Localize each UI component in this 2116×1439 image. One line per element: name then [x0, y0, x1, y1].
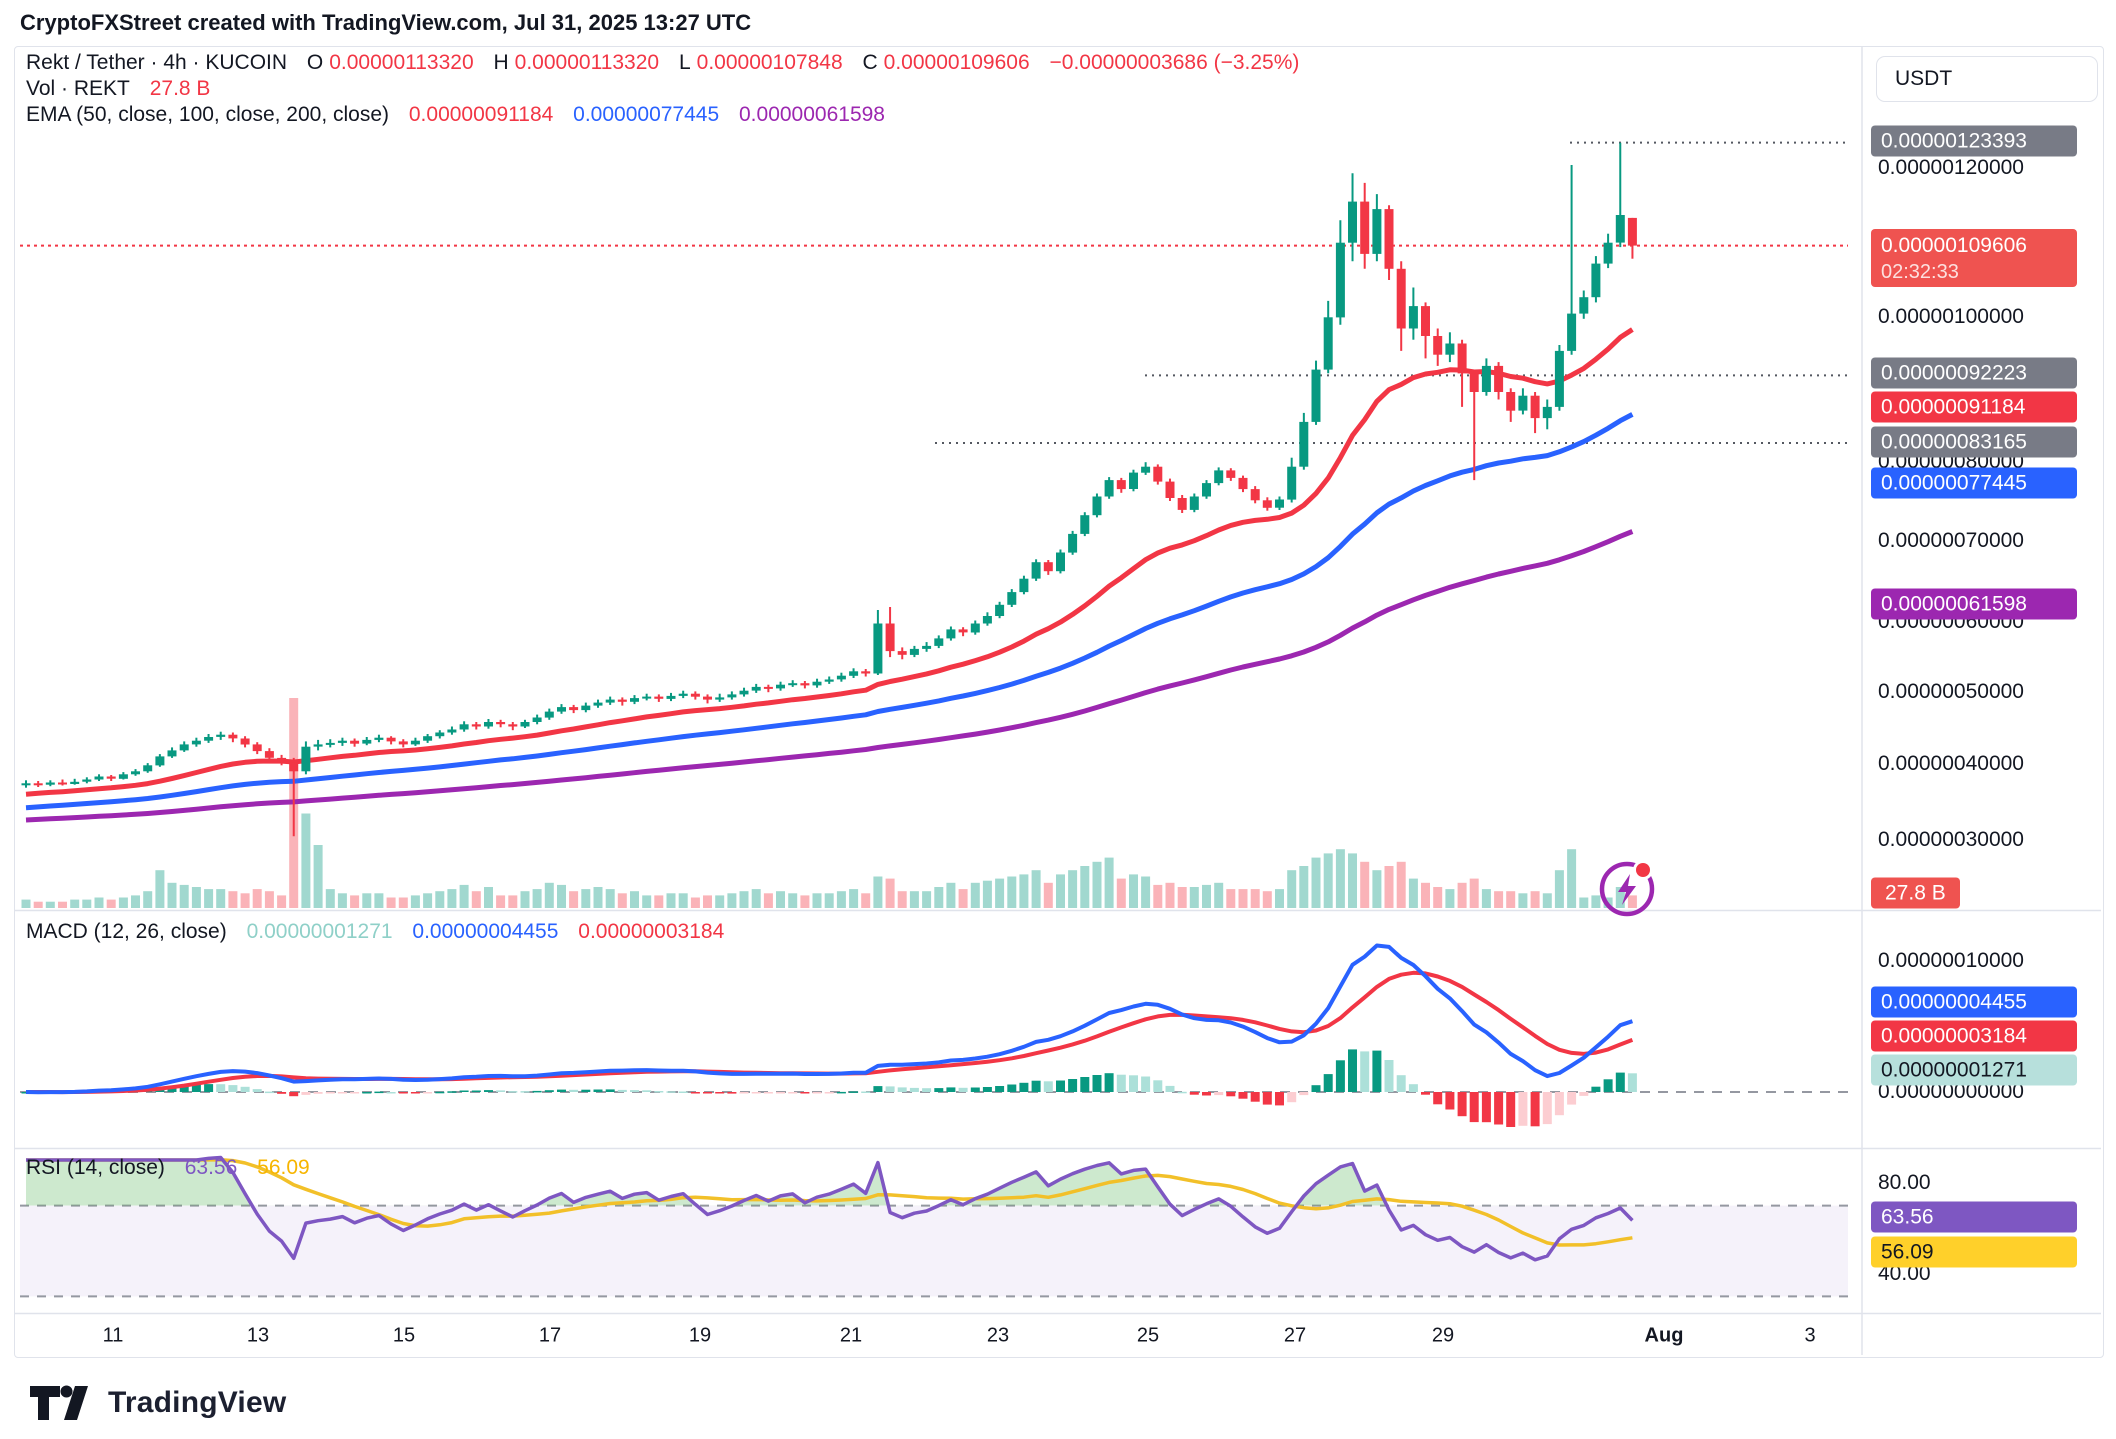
rsi-value: 63.56	[184, 1156, 238, 1179]
rsi-label: RSI (14, close)	[26, 1156, 165, 1179]
time-axis-label: 17	[538, 1324, 562, 1347]
time-axis-label: 13	[246, 1324, 270, 1347]
volume-label: Vol · REKT	[26, 77, 130, 100]
lightning-bolt	[1618, 874, 1636, 905]
price-axis-badge: 0.00000092223	[1871, 357, 2077, 389]
price-axis-badge: 56.09	[1871, 1236, 2077, 1268]
price-axis-label: 80.00	[1878, 1171, 1931, 1194]
price-axis-badge: 63.56	[1871, 1201, 2077, 1233]
tradingview-logo-icon[interactable]	[28, 1382, 92, 1424]
symbol-name: Rekt / Tether · 4h · KUCOIN	[26, 51, 288, 74]
price-axis-badge: 0.00000061598	[1871, 588, 2077, 620]
volume-legend[interactable]: Vol · REKT 27.8 B	[26, 77, 216, 101]
rsi-ma-value: 56.09	[257, 1156, 310, 1179]
price-axis-badge: 27.8 B	[1871, 877, 1960, 909]
macd-label: MACD (12, 26, close)	[26, 920, 227, 943]
ema200-value: 0.00000061598	[739, 103, 885, 126]
macd-legend[interactable]: MACD (12, 26, close) 0.00000001271 0.000…	[26, 920, 730, 944]
bar-countdown: 02:32:33	[1881, 261, 1959, 283]
price-axis-badge: 0.00000077445	[1871, 467, 2077, 499]
price-axis-label: 0.00000030000	[1878, 828, 2024, 851]
change-value: −0.00000003686 (−3.25%)	[1049, 51, 1300, 74]
volume-value: 27.8 B	[149, 77, 211, 100]
time-axis-label: 11	[102, 1324, 124, 1347]
close-label: C	[862, 51, 878, 74]
time-axis-label: 3	[1804, 1324, 1816, 1347]
low-label: L	[678, 51, 691, 74]
high-label: H	[493, 51, 509, 74]
lightning-icon[interactable]	[1596, 856, 1662, 922]
time-axis-label: 21	[839, 1324, 863, 1347]
symbol-legend[interactable]: Rekt / Tether · 4h · KUCOIN O 0.000001133…	[26, 51, 1305, 75]
rsi-legend[interactable]: RSI (14, close) 63.56 56.09	[26, 1156, 316, 1180]
price-axis-badge: 0.00000003184	[1871, 1020, 2077, 1052]
time-axis-label: 23	[986, 1324, 1010, 1347]
macd-hist-value: 0.00000001271	[246, 920, 393, 943]
price-axis-badge: 0.00000001271	[1871, 1054, 2077, 1086]
time-axis-label: 29	[1431, 1324, 1455, 1347]
price-axis-badge: 0.00000109606 02:32:33	[1871, 229, 2077, 287]
price-axis-label: 0.00000120000	[1878, 156, 2024, 179]
price-axis-label: 0.00000010000	[1878, 949, 2024, 972]
price-axis-badge: 0.00000083165	[1871, 426, 2077, 458]
ema100-value: 0.00000077445	[573, 103, 720, 126]
price-axis-label: 0.00000040000	[1878, 752, 2024, 775]
price-axis-label: 0.00000050000	[1878, 680, 2024, 703]
ema-label: EMA (50, close, 100, close, 200, close)	[26, 103, 390, 126]
ema50-value: 0.00000091184	[408, 103, 554, 126]
price-axis-badge: 0.00000004455	[1871, 986, 2077, 1018]
high-value: 0.00000113320	[514, 51, 660, 74]
lightning-circle	[1599, 861, 1655, 917]
notification-dot	[1636, 863, 1650, 877]
time-axis-label: 19	[688, 1324, 712, 1347]
time-axis-label: 25	[1136, 1324, 1160, 1347]
low-value: 0.00000107848	[696, 51, 843, 74]
price-axis-badge: 0.00000091184	[1871, 391, 2077, 423]
price-axis-badge: 0.00000123393	[1871, 125, 2077, 157]
open-value: 0.00000113320	[329, 51, 474, 74]
ema-legend[interactable]: EMA (50, close, 100, close, 200, close) …	[26, 103, 891, 127]
open-label: O	[306, 51, 324, 74]
close-value: 0.00000109606	[883, 51, 1030, 74]
footer: TradingView	[28, 1382, 286, 1424]
price-axis-label: 0.00000000000	[1878, 1080, 2024, 1103]
time-axis-label: 27	[1283, 1324, 1307, 1347]
macd-signal-value: 0.00000003184	[578, 920, 725, 943]
currency-button[interactable]: USDT	[1876, 56, 2098, 102]
price-axis-label: 40.00	[1878, 1262, 1931, 1285]
price-axis-label: 0.00000100000	[1878, 305, 2024, 328]
price-axis-label: 0.00000070000	[1878, 529, 2024, 552]
time-axis-label: Aug	[1644, 1324, 1684, 1347]
page-title: CryptoFXStreet created with TradingView.…	[20, 10, 752, 35]
tradingview-brand[interactable]: TradingView	[108, 1386, 287, 1419]
time-axis-label: 15	[392, 1324, 416, 1347]
macd-line-value: 0.00000004455	[412, 920, 559, 943]
